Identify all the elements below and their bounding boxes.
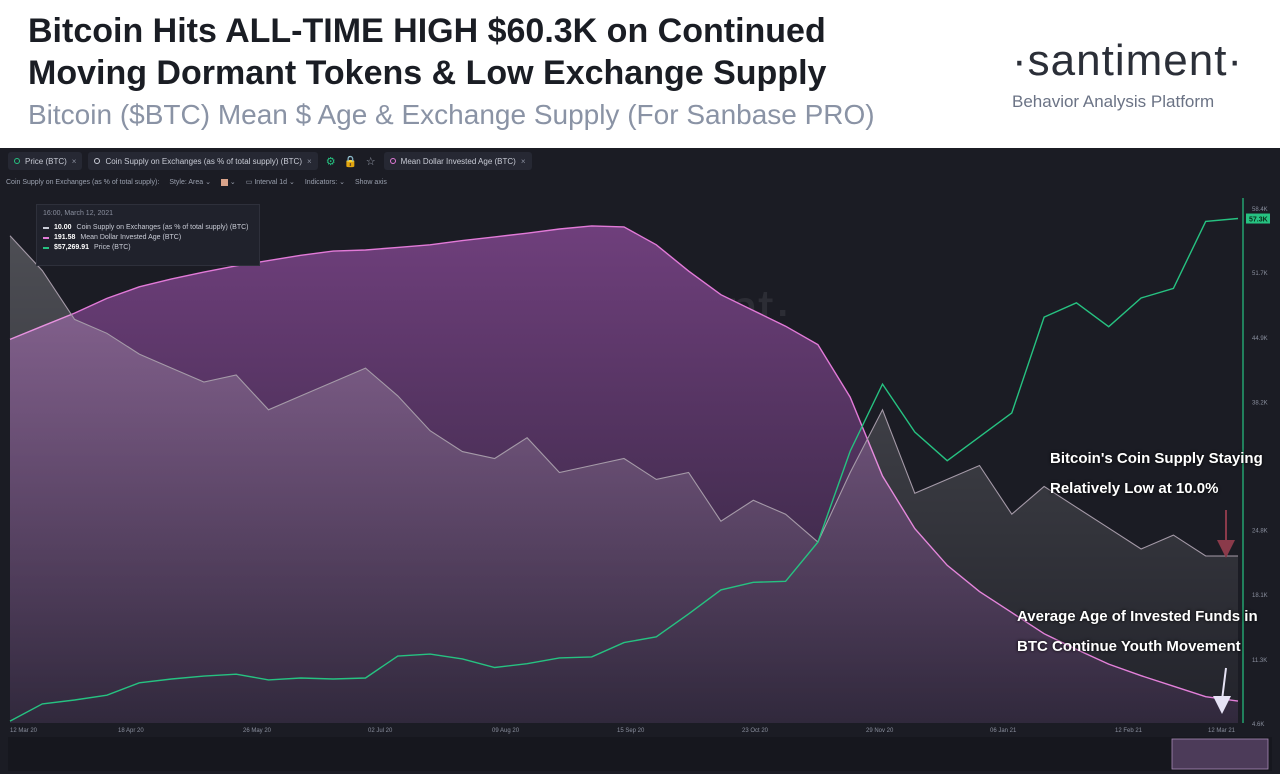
x-tick-label: 12 Feb 21 [1115,728,1143,734]
x-tick-label: 26 May 20 [243,728,272,734]
tooltip-value: $57,269.91 [54,244,90,251]
show-axis-toggle[interactable]: Show axis [354,178,387,186]
metric-tag-label: Price (BTC) [25,156,67,166]
settings-metric-label: Coin Supply on Exchanges (as % of total … [6,178,160,186]
title-line-2: Moving Dormant Tokens & Low Exchange Sup… [28,54,827,92]
age-arrow-head [1213,696,1231,714]
age-arrow-shaft [1221,667,1227,701]
x-tick-label: 12 Mar 20 [10,728,38,734]
x-tick-label: 18 Apr 20 [118,728,144,734]
chart-plot[interactable]: ·santiment· 58.4K51.7K44.9K38.2K24.8K18.… [0,148,1280,774]
y-tick-label: 58.4K [1252,207,1268,213]
interval-select[interactable]: ▭ Interval 1d ⌄ [245,179,295,186]
x-tick-label: 06 Jan 21 [990,728,1017,734]
metric-settings-bar: Coin Supply on Exchanges (as % of total … [6,178,387,187]
x-tick-label: 29 Nov 20 [866,728,894,734]
navigator-window [1171,738,1269,770]
x-tick-label: 02 Jul 20 [368,728,393,734]
x-tick-label: 23 Oct 20 [742,728,769,734]
metric-toolbar: Price (BTC) × Coin Supply on Exchanges (… [0,148,1280,174]
brand-logo: ·santiment· Behavior Analysis Platform [1012,36,1252,112]
annotation-supply-line-1: Bitcoin's Coin Supply Staying [1050,450,1263,467]
x-tick-label: 12 Mar 21 [1208,728,1236,734]
tooltip-row: 10.00 Coin Supply on Exchanges (as % of … [43,223,253,233]
annotation-age-line-2: BTC Continue Youth Movement [1017,638,1241,655]
color-select[interactable]: ⌄ [220,178,236,186]
annotation-supply-line-2: Relatively Low at 10.0% [1050,480,1219,497]
tooltip-label: Coin Supply on Exchanges (as % of total … [76,224,249,231]
metric-tag-supply[interactable]: Coin Supply on Exchanges (as % of total … [88,152,318,170]
tooltip-row: 191.58 Mean Dollar Invested Age (BTC) [43,233,253,243]
price-line [9,217,1239,722]
price-badge-label: 57.3K [1249,217,1268,224]
price-badge [1246,213,1270,224]
annotation-age-line-1: Average Age of Invested Funds in [1017,608,1258,625]
title-line-1: Bitcoin Hits ALL-TIME HIGH $60.3K on Con… [28,12,826,50]
price-dot-icon [14,158,20,164]
legend-swatch [43,247,49,249]
x-tick-label: 15 Sep 20 [617,728,645,734]
tooltip-value: 10.00 [54,224,72,231]
page-title: Bitcoin Hits ALL-TIME HIGH $60.3K on Con… [28,10,988,94]
style-select[interactable]: Style: Area ⌄ [169,179,211,186]
annotation-age: Average Age of Invested Funds in BTC Con… [1017,602,1258,662]
y-tick-label: 18.1K [1252,593,1268,599]
legend-swatch [43,227,49,229]
y-tick-label: 4.6K [1252,722,1264,728]
indicators-select[interactable]: Indicators: ⌄ [304,179,345,186]
color-swatch [220,178,228,186]
navigator-strip [8,737,1272,771]
supply-arrow-head [1217,540,1235,558]
y-tick-label: 24.8K [1252,529,1268,535]
y-tick-label: 11.3K [1252,658,1267,664]
page-subtitle: Bitcoin ($BTC) Mean $ Age & Exchange Sup… [28,99,875,130]
y-tick-label: 44.9K [1252,336,1268,342]
legend-swatch [43,237,49,239]
y-tick-label: 38.2K [1252,400,1268,406]
metric-tag-label: Coin Supply on Exchanges (as % of total … [105,156,302,166]
brand-tagline: Behavior Analysis Platform [1012,92,1215,111]
lock-icon[interactable]: 🔒 [343,155,358,168]
metric-tag-price[interactable]: Price (BTC) × [8,152,83,170]
chart-tooltip: 16:00, March 12, 2021 10.00 Coin Supply … [36,204,260,266]
supply-area [10,235,1238,724]
tooltip-value: 191.58 [54,234,76,241]
metric-tag-label: Mean Dollar Invested Age (BTC) [400,156,516,166]
brand-name: ·santiment· [1012,36,1244,85]
tooltip-date: 16:00, March 12, 2021 [43,210,114,217]
tooltip-label: Price (BTC) [94,244,131,251]
y-tick-label: 51.7K [1252,271,1268,277]
age-dot-icon [389,158,396,164]
annotation-supply: Bitcoin's Coin Supply Staying Relatively… [1050,444,1263,504]
x-tick-label: 09 Aug 20 [492,728,520,734]
tooltip-row: $57,269.91 Price (BTC) [43,243,253,253]
chart-panel: Price (BTC) × Coin Supply on Exchanges (… [0,148,1280,774]
close-icon[interactable]: × [71,156,77,166]
star-icon[interactable]: ☆ [365,155,376,168]
header: Bitcoin Hits ALL-TIME HIGH $60.3K on Con… [0,0,1280,148]
gear-icon[interactable]: ⚙ [325,155,336,168]
close-icon[interactable]: × [307,156,312,166]
supply-line [9,235,1238,557]
metric-tag-age[interactable]: Mean Dollar Invested Age (BTC) × [383,152,532,170]
supply-dot-icon [94,158,101,164]
tooltip-label: Mean Dollar Invested Age (BTC) [80,234,182,241]
close-icon[interactable]: × [520,156,526,166]
